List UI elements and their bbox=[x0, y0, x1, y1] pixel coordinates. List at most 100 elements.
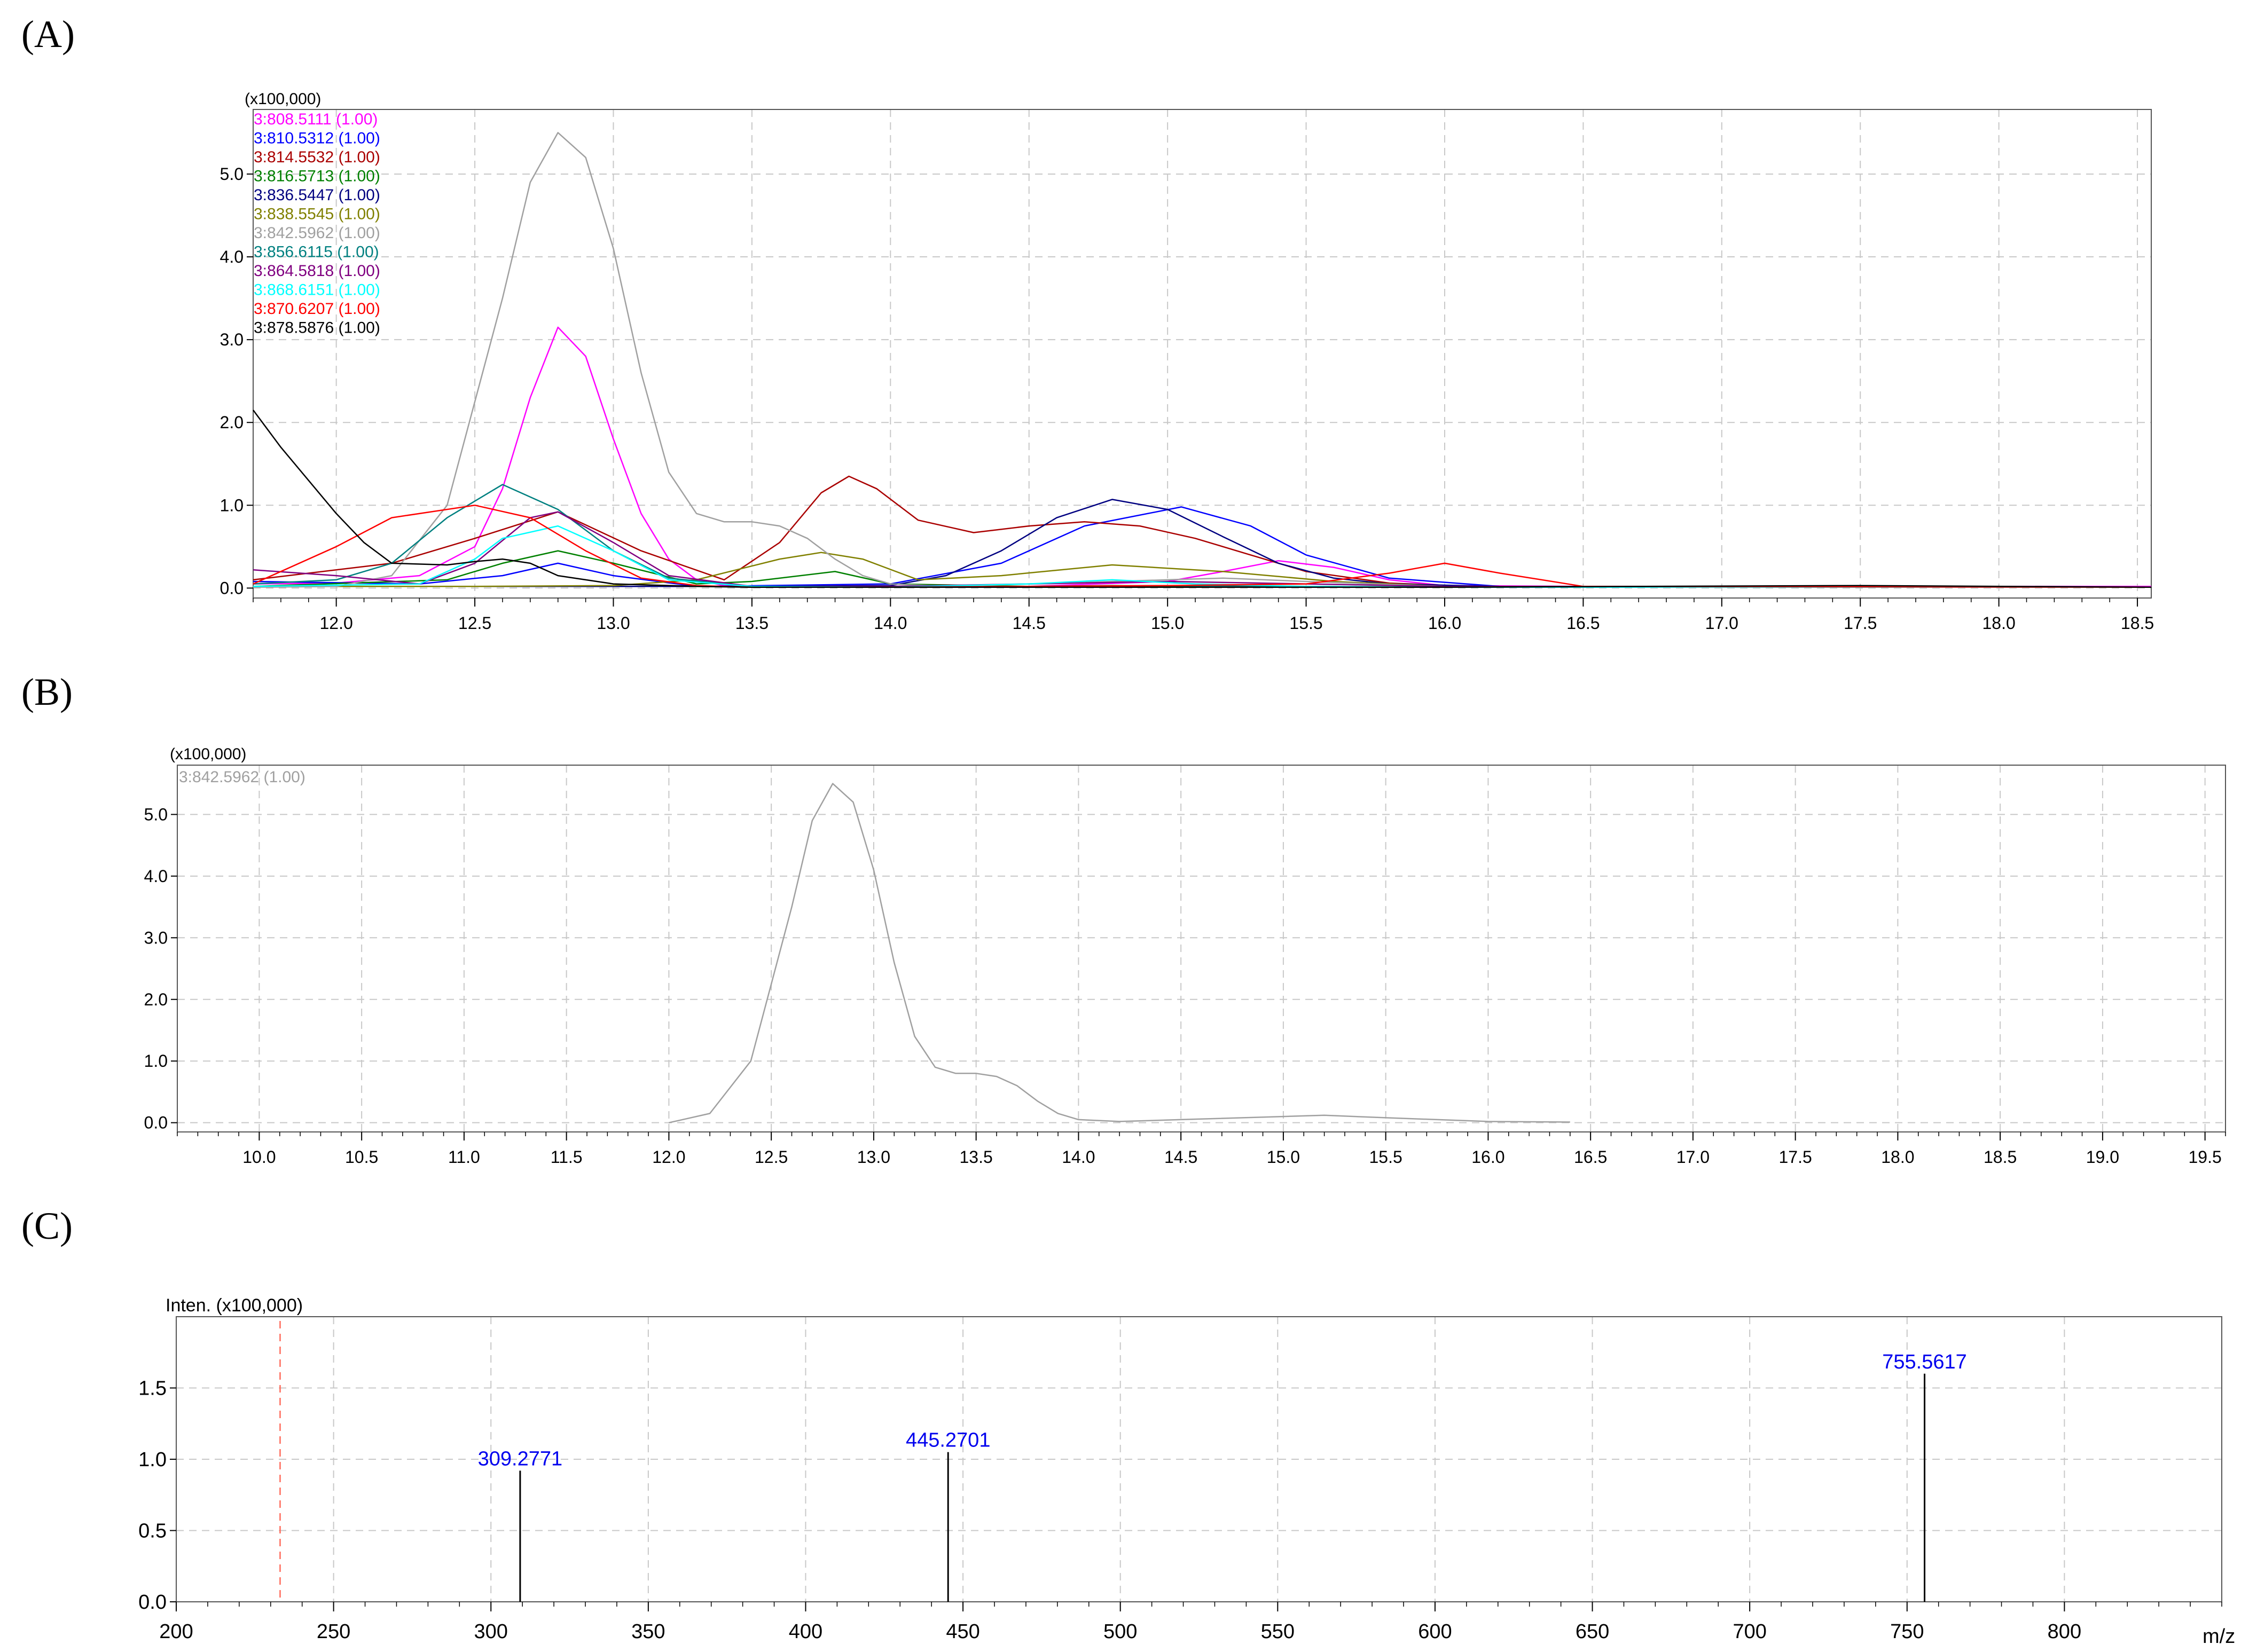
panel-b-chart: (x100,000) 3:842.5962 (1.00) 10.0 10.5 11.… bbox=[144, 745, 2226, 1167]
panel-b-x-tick-label: 10.5 bbox=[345, 1147, 378, 1167]
panel-a-x-tick-label: 14.5 bbox=[1013, 613, 1046, 633]
panel-a-legend-entry: 3:868.6151 (1.00) bbox=[254, 281, 380, 299]
panel-a-x-tick-label: 15.5 bbox=[1289, 613, 1322, 633]
panel-a-series-line bbox=[253, 475, 2151, 588]
panel-b-x-tick-label: 10.0 bbox=[242, 1147, 276, 1167]
panel-b-letter: (B) bbox=[21, 671, 73, 713]
panel-a-plot-frame bbox=[253, 109, 2152, 599]
panel-a-chart: (x100,000) 3:808.5111 (1.00) 3:810.5312 (… bbox=[220, 90, 2154, 633]
panel-c-x-tick-label: 450 bbox=[946, 1620, 979, 1643]
panel-b-x-tick-label: 12.5 bbox=[755, 1147, 788, 1167]
panel-c-chart: Inten. (x100,000) m/z 309.2771 445.2701 75… bbox=[138, 1295, 2235, 1648]
panel-a-x-tick-label: 15.0 bbox=[1151, 613, 1184, 633]
panel-c-ylabel: Inten. (x100,000) bbox=[166, 1295, 303, 1316]
panel-b-y-tick-label: 4.0 bbox=[144, 867, 168, 886]
panel-b-x-tick-label: 16.0 bbox=[1471, 1147, 1504, 1167]
panel-a-series-line bbox=[253, 525, 2151, 588]
panel-a-x-tick-label: 16.5 bbox=[1566, 613, 1600, 633]
panel-a-series-line bbox=[253, 484, 2151, 588]
panel-a-x-tick-label: 16.0 bbox=[1428, 613, 1461, 633]
panel-b-series bbox=[669, 783, 1570, 1123]
panel-c-x-tick-label: 550 bbox=[1261, 1620, 1295, 1643]
panel-a-x-tick-label: 12.0 bbox=[320, 613, 353, 633]
panel-c-peaks: 309.2771 445.2701 755.5617 bbox=[478, 1351, 1967, 1602]
panel-b-plot-frame bbox=[177, 765, 2226, 1132]
panel-a-legend-entry: 3:878.5876 (1.00) bbox=[254, 319, 380, 337]
panel-a-x-tick-label: 13.5 bbox=[735, 613, 769, 633]
panel-b-x-tick-label: 15.5 bbox=[1369, 1147, 1402, 1167]
panel-c-y-tick-label: 1.0 bbox=[138, 1449, 167, 1471]
panel-b-y-tick-label: 5.0 bbox=[144, 805, 168, 824]
panel-a-legend: 3:808.5111 (1.00) 3:810.5312 (1.00)3:814.… bbox=[254, 111, 380, 337]
panel-b-x-tick-label: 18.5 bbox=[1984, 1147, 2017, 1167]
panel-b-axis: 10.0 10.5 11.0 11.5 12.0 12.5 13.0 13.5 14.0 14.5… bbox=[144, 805, 2226, 1167]
panel-c-axis: 200 250 300 350 400 450 500 550 600 650 700 750 800 0… bbox=[138, 1378, 2222, 1643]
panel-a-y-tick-label: 5.0 bbox=[220, 164, 244, 184]
panel-a-series-line bbox=[253, 511, 2152, 588]
panel-c-x-tick-label: 350 bbox=[631, 1620, 665, 1643]
panel-b-x-tick-label: 17.0 bbox=[1676, 1147, 1710, 1167]
panel-a-series-line bbox=[252, 410, 2152, 588]
panel-b-x-tick-label: 16.5 bbox=[1574, 1147, 1607, 1167]
panel-a-series-line bbox=[253, 326, 2151, 588]
panel-c-y-tick-label: 1.5 bbox=[138, 1378, 167, 1400]
panel-a-legend-entry: 3:856.6115 (1.00) bbox=[254, 243, 379, 261]
panel-b-x-tick-label: 17.5 bbox=[1779, 1147, 1812, 1167]
panel-a-scale-label: (x100,000) bbox=[245, 90, 321, 108]
panel-a-legend-entry: 3:810.5312 (1.00) bbox=[254, 130, 380, 147]
panel-a-x-tick-label: 14.0 bbox=[874, 613, 907, 633]
panel-a-y-tick-label: 2.0 bbox=[220, 413, 244, 432]
panel-b-x-tick-label: 14.5 bbox=[1164, 1147, 1197, 1167]
panel-c-x-tick-label: 700 bbox=[1733, 1620, 1766, 1643]
panel-b-x-tick-label: 13.5 bbox=[960, 1147, 993, 1167]
panel-a-series-line bbox=[253, 506, 2152, 588]
panel-b-legend-entry: 3:842.5962 (1.00) bbox=[179, 768, 305, 786]
panel-a-x-tick-label: 18.5 bbox=[2121, 613, 2154, 633]
panel-a-series bbox=[252, 132, 2152, 588]
panel-a-grid bbox=[253, 109, 2151, 598]
panel-b-x-tick-label: 14.0 bbox=[1062, 1147, 1095, 1167]
panel-a-legend-entry: 3:842.5962 (1.00) bbox=[254, 224, 380, 242]
panel-b-series-line bbox=[669, 783, 1570, 1123]
panel-b-grid bbox=[177, 765, 2226, 1132]
panel-a-legend-entry: 3:816.5713 (1.00) bbox=[254, 168, 380, 185]
panel-c-x-tick-label: 600 bbox=[1418, 1620, 1452, 1643]
panel-b-x-tick-label: 15.0 bbox=[1267, 1147, 1300, 1167]
panel-a-x-tick-label: 12.5 bbox=[458, 613, 491, 633]
panel-b-scale-label: (x100,000) bbox=[170, 745, 246, 763]
panel-a-x-tick-label: 17.5 bbox=[1844, 613, 1877, 633]
panel-b-x-tick-label: 19.0 bbox=[2086, 1147, 2119, 1167]
panel-a-y-tick-label: 0.0 bbox=[220, 578, 244, 597]
panel-a-y-tick-label: 3.0 bbox=[220, 330, 244, 349]
panel-a-legend-entry: 3:870.6207 (1.00) bbox=[254, 300, 380, 318]
panel-b-legend: 3:842.5962 (1.00) bbox=[179, 768, 305, 786]
panel-c-x-tick-label: 400 bbox=[789, 1620, 822, 1643]
panel-a-y-tick-label: 4.0 bbox=[220, 247, 244, 266]
panel-a-legend-entry: 3:838.5545 (1.00) bbox=[254, 206, 380, 223]
panel-c-x-tick-label: 750 bbox=[1890, 1620, 1924, 1643]
panel-c-xlabel: m/z bbox=[2203, 1625, 2235, 1648]
panel-b-y-tick-label: 0.0 bbox=[144, 1113, 168, 1132]
panel-b-y-tick-label: 3.0 bbox=[144, 928, 168, 947]
panel-a-x-tick-label: 13.0 bbox=[597, 613, 630, 633]
panel-c-peak-label: 445.2701 bbox=[906, 1429, 991, 1452]
panel-c-peak-label: 309.2771 bbox=[478, 1448, 563, 1470]
panel-b-x-tick-label: 11.5 bbox=[551, 1147, 583, 1167]
panel-b-x-tick-label: 11.0 bbox=[448, 1147, 480, 1167]
panel-c-x-tick-label: 200 bbox=[159, 1620, 193, 1643]
panel-c-grid bbox=[176, 1317, 2222, 1602]
panel-b-y-tick-label: 1.0 bbox=[144, 1051, 168, 1071]
panel-c-peak-label: 755.5617 bbox=[1882, 1351, 1967, 1373]
panel-b-x-tick-label: 18.0 bbox=[1881, 1147, 1914, 1167]
panel-c-x-tick-label: 250 bbox=[317, 1620, 350, 1643]
panel-c-y-tick-label: 0.0 bbox=[138, 1591, 167, 1614]
panel-b-y-tick-label: 2.0 bbox=[144, 990, 168, 1009]
panel-a-legend-entry: 3:814.5532 (1.00) bbox=[254, 148, 380, 166]
panel-c-letter: (C) bbox=[21, 1205, 73, 1247]
panel-c-x-tick-label: 800 bbox=[2048, 1620, 2081, 1643]
panel-a-legend-entry: 3:836.5447 (1.00) bbox=[254, 186, 380, 204]
panel-a-x-tick-label: 17.0 bbox=[1705, 613, 1738, 633]
panel-a-axis: 12.0 12.5 13.0 13.5 14.0 14.5 15.0 15.5 16.0 16.5… bbox=[220, 164, 2154, 633]
panel-a-letter: (A) bbox=[21, 13, 75, 56]
